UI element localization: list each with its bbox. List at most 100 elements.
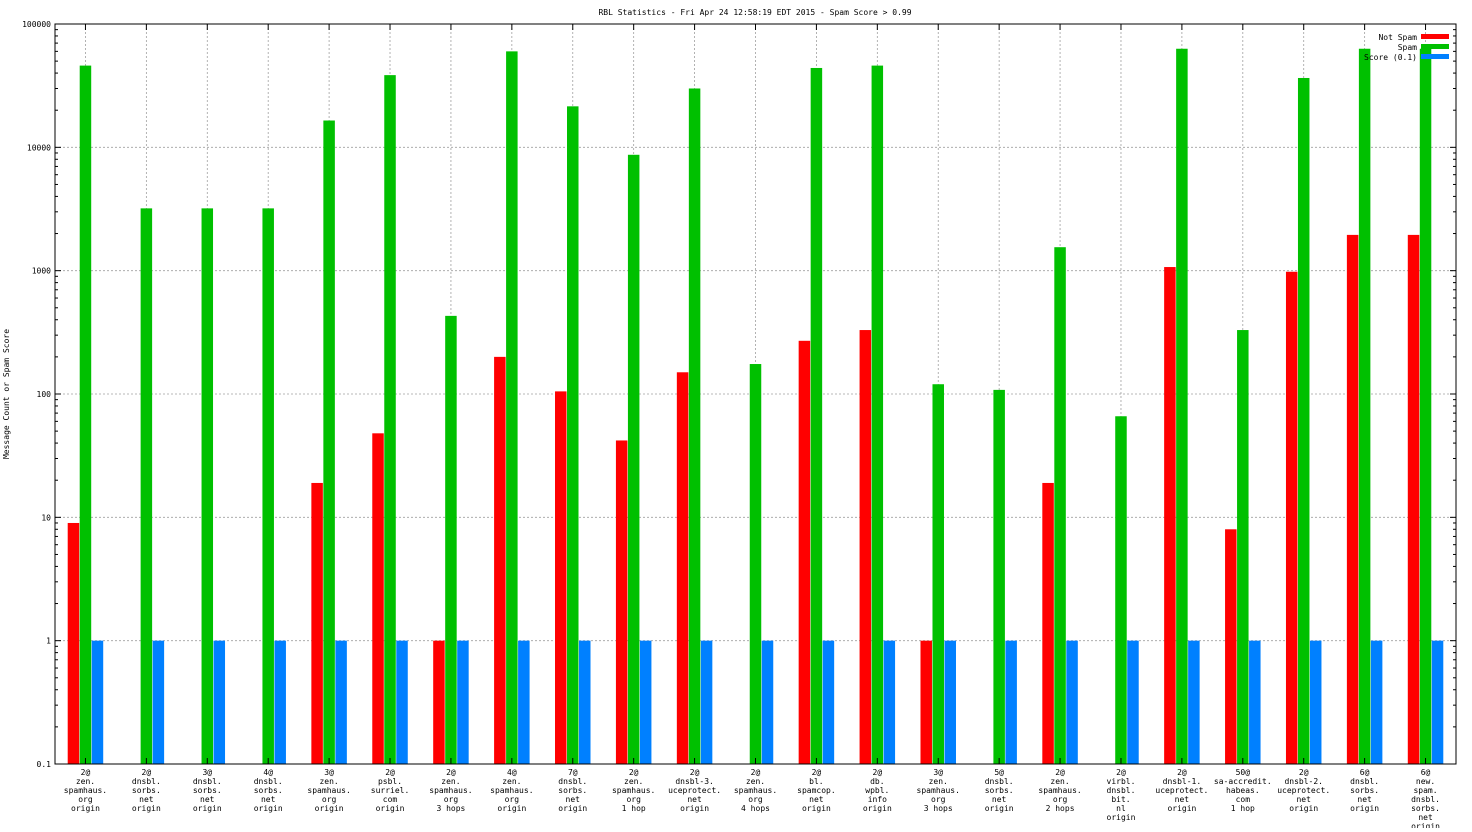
x-tick-label-line: uceprotect. — [1155, 786, 1208, 795]
x-tick-label-line: 2@ — [1116, 768, 1126, 777]
bar-score-0-1 — [1249, 640, 1261, 764]
x-tick-label-line: net — [261, 795, 276, 804]
bar-spam — [810, 67, 823, 764]
y-tick-label: 10 — [41, 513, 51, 522]
bar-score-0-1 — [518, 640, 530, 764]
bar-not-spam — [920, 640, 932, 764]
bar-not-spam — [676, 372, 689, 764]
legend-swatch — [1421, 44, 1449, 49]
x-tick-label-line: 4 hops — [741, 804, 770, 813]
x-tick-label-line: zen. — [624, 777, 643, 786]
bar-spam — [79, 65, 92, 764]
x-tick-label-line: dnsbl. — [558, 777, 587, 786]
bar-score-0-1 — [335, 640, 347, 764]
bar-spam — [871, 65, 884, 764]
bar-spam — [567, 106, 579, 765]
bar-spam — [506, 51, 518, 765]
bar-spam — [384, 75, 396, 764]
x-tick-label-line: dnsbl-1. — [1163, 777, 1202, 786]
x-tick-label-line: spamhaus. — [734, 786, 777, 795]
y-axis-ticks: 0.1 1 10 100 1000 10000 100000 — [22, 20, 1456, 769]
x-tick-label-line: dnsbl. — [985, 777, 1014, 786]
x-tick-label-line: origin — [1289, 804, 1318, 813]
x-tick-label-line: info — [868, 795, 887, 804]
bar-score-0-1 — [457, 640, 469, 764]
x-tick-label-line: org — [505, 795, 520, 804]
x-tick-label-line: spamhaus. — [307, 786, 350, 795]
x-tick-label-line: origin — [863, 804, 892, 813]
x-tick-label-line: zen. — [929, 777, 948, 786]
x-tick-label-line: dnsbl-3. — [675, 777, 714, 786]
bar-spam — [627, 154, 640, 765]
x-tick-label-line: db. — [870, 777, 884, 786]
x-tick-label-line: spamhaus. — [429, 786, 472, 795]
bar-spam — [1054, 247, 1066, 764]
x-tick-label-line: org — [626, 795, 641, 804]
bar-not-spam — [311, 482, 323, 764]
x-tick-label-line: org — [322, 795, 337, 804]
x-tick-label-line: sorbs. — [132, 786, 161, 795]
x-tick-label-line: 7@ — [568, 768, 578, 777]
x-tick-label-line: net — [992, 795, 1007, 804]
bar-spam — [1115, 416, 1127, 764]
x-tick-label-line: dnsbl. — [193, 777, 222, 786]
x-tick-label-line: dnsbl-2. — [1284, 777, 1323, 786]
x-tick-label-line: sorbs. — [985, 786, 1014, 795]
bar-not-spam — [555, 391, 567, 764]
x-axis-ticks: 2@zen.spamhaus.orgorigin2@dnsbl.sorbs.ne… — [64, 24, 1440, 831]
x-tick-label-line: wpbl. — [865, 786, 889, 795]
x-tick-label-line: origin — [680, 804, 709, 813]
x-tick-label-line: origin — [193, 804, 222, 813]
bar-spam — [201, 208, 214, 764]
bar-score-0-1 — [1005, 640, 1017, 764]
x-tick-label-line: com — [1236, 795, 1251, 804]
y-tick-label: 100 — [37, 390, 52, 399]
x-tick-label-line: net — [687, 795, 702, 804]
y-axis-label: Message Count or Spam Score — [2, 329, 11, 459]
x-tick-label-line: uceprotect. — [668, 786, 721, 795]
x-tick-label-line: sorbs. — [1350, 786, 1379, 795]
x-tick-label-line: zen. — [76, 777, 95, 786]
bar-not-spam — [1285, 271, 1298, 764]
x-tick-label-line: sorbs. — [254, 786, 283, 795]
bar-score-0-1 — [1370, 640, 1383, 764]
bar-not-spam — [67, 522, 80, 764]
x-tick-label-line: sorbs. — [558, 786, 587, 795]
bar-spam — [1419, 48, 1432, 765]
x-tick-label-line: zen. — [502, 777, 521, 786]
legend-label: Spam — [1398, 43, 1417, 52]
legend-label: Not Spam — [1378, 33, 1417, 42]
x-tick-label-line: 6@ — [1360, 768, 1370, 777]
x-tick-label-line: 3 hops — [924, 804, 953, 813]
x-tick-label-line: psbl. — [378, 777, 402, 786]
x-tick-label-line: 50@ — [1236, 768, 1251, 777]
x-tick-label-line: origin — [71, 804, 100, 813]
x-tick-label-line: spamcop. — [797, 786, 836, 795]
bar-spam — [1358, 48, 1371, 765]
legend-label: Score (0.1) — [1364, 53, 1417, 62]
bar-spam — [140, 208, 153, 764]
x-tick-label-line: origin — [254, 804, 283, 813]
x-tick-label-line: 2@ — [81, 768, 91, 777]
x-tick-label-line: 2@ — [1177, 768, 1187, 777]
bar-score-0-1 — [1188, 640, 1200, 764]
x-tick-label-line: 3@ — [933, 768, 943, 777]
y-tick-label: 10000 — [27, 143, 51, 152]
bar-not-spam — [494, 356, 506, 764]
x-tick-label-line: net — [1357, 795, 1372, 804]
bar-not-spam — [1407, 234, 1420, 764]
